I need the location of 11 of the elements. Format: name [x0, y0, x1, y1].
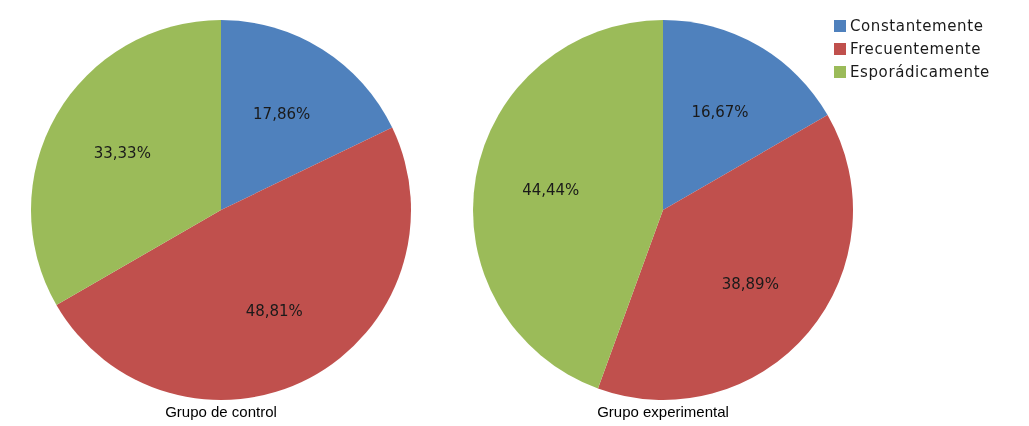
legend-label: Frecuentemente [850, 40, 982, 59]
legend-label: Constantemente [850, 17, 984, 36]
data-label: 48,81% [245, 302, 303, 321]
data-label: 33,33% [93, 144, 151, 163]
data-label: 16,67% [691, 102, 749, 121]
data-label: 38,89% [721, 274, 779, 293]
slice-label: Grupo de control [165, 403, 277, 420]
data-label: 44,44% [522, 181, 580, 200]
data-label: 17,86% [253, 104, 311, 123]
slice-label: Grupo experimental [597, 403, 729, 420]
legend-label: Esporádicamente [850, 63, 990, 82]
